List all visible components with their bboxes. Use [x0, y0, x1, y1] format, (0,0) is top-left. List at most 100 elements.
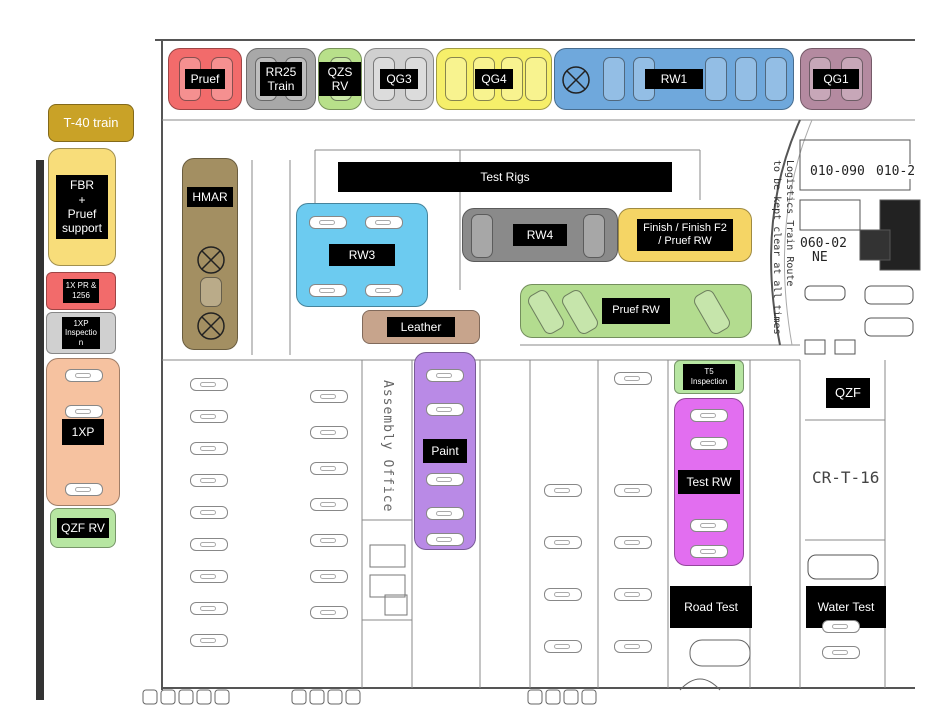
vehicle-slot — [65, 369, 103, 382]
vehicle-slot — [190, 442, 228, 455]
area-label-cr-t-16: CR-T-16 — [812, 468, 880, 487]
vehicle-slot — [426, 369, 464, 382]
zone-qzf-rv[interactable]: QZF RV — [50, 508, 116, 548]
label-1xp: 1XP — [61, 418, 105, 446]
zone-rw3[interactable]: RW3 — [296, 203, 428, 307]
vehicle-slot — [735, 57, 757, 101]
zone-t5-inspection[interactable]: T5 Inspection — [674, 360, 744, 394]
label-paint: Paint — [423, 438, 467, 464]
label-qzs-rv: QZS RV — [319, 61, 361, 97]
vehicle-slot — [309, 284, 347, 297]
vehicle-slot — [691, 287, 733, 337]
vehicle-slot — [471, 214, 493, 258]
vehicle-slot — [705, 57, 727, 101]
label-pruef-rw: Pruef RW — [602, 298, 670, 324]
zone-rr25-train[interactable]: RR25 Train — [246, 48, 316, 110]
vehicle-slot — [190, 538, 228, 551]
vehicle-slot — [583, 214, 605, 258]
label-water-test: Water Test — [811, 596, 881, 618]
vehicle-slot — [614, 484, 652, 497]
label-pruef: Pruef — [184, 68, 226, 90]
vehicle-slot — [690, 437, 728, 450]
label-rr25-train: RR25 Train — [259, 61, 303, 97]
zone-fbr-pruef-support[interactable]: FBR + Pruef support — [48, 148, 116, 266]
zone-1xp[interactable]: 1XP — [46, 358, 120, 506]
label-test-rigs: Test Rigs — [474, 166, 536, 188]
label-qzf: QZF — [829, 382, 867, 404]
vehicle-slot — [309, 216, 347, 229]
vehicle-slot — [765, 57, 787, 101]
label-leather: Leather — [386, 316, 456, 338]
zone-qg1[interactable]: QG1 — [800, 48, 872, 110]
vehicle-slot — [525, 287, 567, 337]
zone-t40-train[interactable]: T-40 train — [48, 104, 134, 142]
vehicle-slot — [614, 640, 652, 653]
vehicle-slot — [690, 519, 728, 532]
vehicle-slot — [544, 640, 582, 653]
vehicle-slot — [822, 646, 860, 659]
area-label-assembly-office: Assembly Office — [380, 380, 395, 513]
vehicle-slot — [310, 606, 348, 619]
zone-hmar[interactable]: HMAR — [182, 158, 238, 350]
blocked-bay-icon — [197, 246, 225, 274]
vehicle-slot — [426, 507, 464, 520]
label-qg4: QG4 — [475, 68, 513, 90]
zone-1xp-inspection[interactable]: 1XP Inspectio n — [46, 312, 116, 354]
vehicle-slot — [190, 570, 228, 583]
label-qzf-rv: QZF RV — [57, 517, 109, 539]
label-rw1: RW1 — [644, 68, 704, 90]
blocked-bay-icon — [197, 312, 225, 340]
label-finish-pruef-rw: Finish / Finish F2 / Pruef RW — [637, 218, 733, 252]
vehicle-slot — [65, 483, 103, 496]
equipment-code: NE — [812, 250, 828, 265]
zone-rw1[interactable]: RW1 — [554, 48, 794, 110]
zone-qzs-rv[interactable]: QZS RV — [318, 48, 362, 110]
vehicle-slot — [200, 277, 222, 307]
zone-pruef[interactable]: Pruef — [168, 48, 242, 110]
zone-paint[interactable]: Paint — [414, 352, 476, 550]
zone-leather[interactable]: Leather — [362, 310, 480, 344]
label-fbr-pruef-support: FBR + Pruef support — [55, 175, 109, 239]
vehicle-slot — [365, 284, 403, 297]
vehicle-slot — [544, 484, 582, 497]
label-test-rw: Test RW — [678, 469, 740, 495]
zone-qg3[interactable]: QG3 — [364, 48, 434, 110]
vehicle-slot — [614, 372, 652, 385]
vehicle-slot — [822, 620, 860, 633]
label-road-test: Road Test — [678, 596, 744, 618]
zone-rw4[interactable]: RW4 — [462, 208, 618, 262]
vehicle-slot — [426, 473, 464, 486]
zone-qzf[interactable]: QZF — [826, 378, 870, 408]
vehicle-slot — [310, 390, 348, 403]
label-t5-inspection: T5 Inspection — [682, 364, 736, 390]
vehicle-slot — [445, 57, 467, 101]
vehicle-slot — [190, 506, 228, 519]
vehicle-slot — [365, 216, 403, 229]
zone-road-test[interactable]: Road Test — [670, 586, 752, 628]
vehicle-slot — [190, 378, 228, 391]
vehicle-slot — [426, 403, 464, 416]
vehicle-slot — [310, 534, 348, 547]
vehicle-slot — [426, 533, 464, 546]
zone-qg4[interactable]: QG4 — [436, 48, 552, 110]
vehicle-slot — [614, 588, 652, 601]
zone-test-rigs[interactable]: Test Rigs — [338, 162, 672, 192]
zone-finish-pruef-rw[interactable]: Finish / Finish F2 / Pruef RW — [618, 208, 752, 262]
vehicle-slot — [310, 498, 348, 511]
zone-pruef-rw[interactable]: Pruef RW — [520, 284, 752, 338]
vehicle-slot — [603, 57, 625, 101]
vehicle-slot — [190, 410, 228, 423]
vehicle-slot — [310, 462, 348, 475]
vehicle-slot — [525, 57, 547, 101]
vehicle-slot — [614, 536, 652, 549]
logistics-route-note: Logistics Train Route to be kept clear a… — [771, 160, 795, 335]
zone-1x-pr-1256[interactable]: 1X PR & 1256 — [46, 272, 116, 310]
vehicle-slot — [65, 405, 103, 418]
vehicle-slot — [190, 634, 228, 647]
label-hmar: HMAR — [187, 187, 233, 208]
vehicle-slot — [544, 536, 582, 549]
label-1x-pr-1256: 1X PR & 1256 — [62, 279, 100, 303]
zone-test-rw[interactable]: Test RW — [674, 398, 744, 566]
equipment-code: 010-090 — [810, 164, 865, 179]
